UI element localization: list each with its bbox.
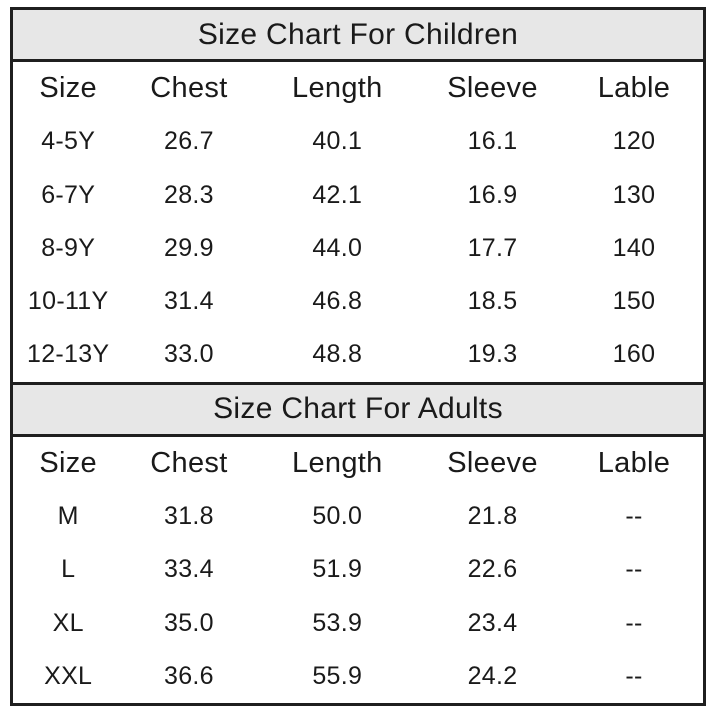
cell-length: 53.9: [312, 608, 363, 637]
cell-size: 8-9Y: [41, 233, 96, 262]
cell-sleeve: 23.4: [467, 608, 518, 637]
cell-length: 55.9: [312, 661, 363, 690]
cell-chest: 35.0: [164, 608, 214, 637]
column-header-chest: Chest: [150, 446, 228, 479]
adults-chart-title-band: Size Chart For Adults: [13, 381, 703, 437]
table-row: XXL 36.6 55.9 24.2 --: [13, 650, 703, 703]
cell-lable: --: [625, 608, 643, 637]
cell-length: 46.8: [312, 287, 363, 316]
cell-sleeve: 16.1: [467, 127, 518, 156]
cell-length: 51.9: [312, 555, 363, 584]
column-header-lable: Lable: [597, 446, 671, 479]
cell-sleeve: 17.7: [467, 233, 518, 262]
column-header-lable: Lable: [597, 72, 671, 105]
cell-chest: 33.4: [164, 555, 214, 584]
column-header-chest: Chest: [150, 72, 228, 105]
cell-lable: --: [625, 555, 643, 584]
table-row: 6-7Y 28.3 42.1 16.9 130: [13, 169, 703, 222]
children-chart-title-band: Size Chart For Children: [13, 10, 703, 62]
cell-sleeve: 22.6: [467, 555, 518, 584]
cell-lable: --: [625, 661, 643, 690]
cell-chest: 33.0: [164, 340, 214, 369]
column-header-length: Length: [292, 446, 383, 479]
cell-size: 6-7Y: [41, 180, 96, 209]
cell-chest: 31.8: [164, 501, 214, 530]
cell-size: L: [61, 555, 76, 584]
table-row: M 31.8 50.0 21.8 --: [13, 490, 703, 543]
cell-lable: 130: [612, 180, 656, 209]
cell-size: XL: [52, 608, 84, 637]
cell-sleeve: 24.2: [467, 661, 518, 690]
cell-sleeve: 21.8: [467, 501, 518, 530]
cell-length: 44.0: [312, 233, 363, 262]
table-row: XL 35.0 53.9 23.4 --: [13, 596, 703, 649]
cell-sleeve: 16.9: [467, 180, 518, 209]
cell-sleeve: 19.3: [467, 340, 518, 369]
column-header-size: Size: [39, 72, 97, 105]
cell-lable: 120: [612, 127, 656, 156]
cell-chest: 36.6: [164, 661, 214, 690]
children-chart-title: Size Chart For Children: [197, 17, 519, 51]
cell-length: 50.0: [312, 501, 363, 530]
cell-chest: 29.9: [164, 233, 214, 262]
cell-lable: 140: [612, 233, 656, 262]
cell-size: 4-5Y: [41, 127, 96, 156]
cell-length: 48.8: [312, 340, 363, 369]
cell-size: M: [57, 501, 79, 530]
column-header-sleeve: Sleeve: [447, 72, 538, 105]
table-row: 10-11Y 31.4 46.8 18.5 150: [13, 275, 703, 328]
cell-sleeve: 18.5: [467, 287, 518, 316]
column-header-size: Size: [39, 446, 97, 479]
table-row: 8-9Y 29.9 44.0 17.7 140: [13, 222, 703, 275]
cell-size: 10-11Y: [27, 287, 109, 316]
table-row: L 33.4 51.9 22.6 --: [13, 543, 703, 596]
column-header-length: Length: [292, 72, 383, 105]
cell-chest: 26.7: [164, 127, 214, 156]
cell-lable: --: [625, 501, 643, 530]
cell-chest: 28.3: [164, 180, 214, 209]
cell-lable: 150: [612, 287, 656, 316]
table-row: 4-5Y 26.7 40.1 16.1 120: [13, 115, 703, 168]
column-header-sleeve: Sleeve: [447, 446, 538, 479]
cell-size: 12-13Y: [26, 340, 110, 369]
cell-lable: 160: [612, 340, 656, 369]
children-header-row: Size Chest Length Sleeve Lable: [13, 62, 703, 115]
adults-header-row: Size Chest Length Sleeve Lable: [13, 437, 703, 490]
cell-chest: 31.4: [164, 287, 214, 316]
adults-chart-title: Size Chart For Adults: [213, 392, 503, 426]
cell-length: 40.1: [312, 127, 363, 156]
cell-size: XXL: [44, 661, 93, 690]
size-chart-table: Size Chart For Children Size Chest Lengt…: [10, 7, 706, 706]
cell-length: 42.1: [312, 180, 363, 209]
table-row: 12-13Y 33.0 48.8 19.3 160: [13, 328, 703, 381]
